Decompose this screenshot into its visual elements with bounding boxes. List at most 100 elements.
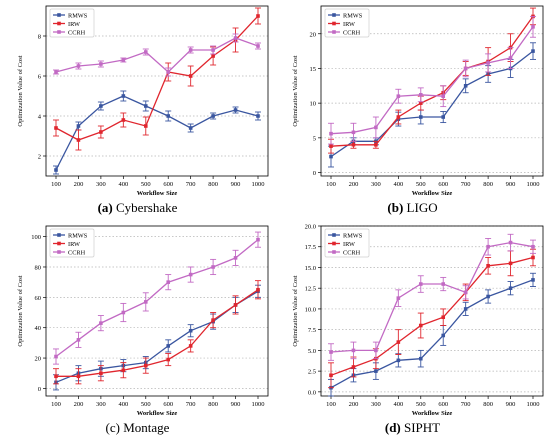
data-point-irw <box>211 318 215 322</box>
y-tick-label: 20 <box>35 356 42 363</box>
data-point-irw <box>233 303 238 307</box>
legend-marker-irw <box>57 241 61 246</box>
legend-label-irw: IRW <box>68 241 80 248</box>
data-point-ccrh <box>396 94 401 99</box>
x-tick-label: 900 <box>506 401 516 408</box>
data-point-ccrh <box>188 272 193 277</box>
x-tick-label: 600 <box>163 181 173 188</box>
legend-box <box>49 8 95 38</box>
plot-frame <box>320 5 544 177</box>
caption-montage: (c) Montage <box>0 420 275 436</box>
data-point-irw <box>54 374 58 379</box>
legend-label-rmws: RMWS <box>343 12 363 19</box>
data-point-irw <box>329 373 333 378</box>
data-point-rmws <box>441 333 446 338</box>
data-point-ccrh <box>143 50 148 54</box>
y-tick-label: 5.0 <box>308 348 316 355</box>
x-tick-label: 800 <box>483 181 493 188</box>
legend-label-rmws: RMWS <box>68 232 88 239</box>
x-tick-label: 400 <box>393 401 403 408</box>
legend-box <box>324 228 370 258</box>
data-point-irw <box>166 357 171 362</box>
data-point-ccrh <box>508 240 513 245</box>
data-point-ccrh <box>374 348 378 353</box>
data-point-ccrh <box>351 130 356 135</box>
data-point-irw <box>256 287 260 292</box>
x-tick-label: 900 <box>231 401 241 408</box>
data-point-ccrh <box>531 244 535 249</box>
data-point-rmws <box>233 108 238 112</box>
x-tick-label: 500 <box>141 401 151 408</box>
y-tick-label: 17.5 <box>305 244 316 251</box>
chart-cybershake: 2 4 6 8 100 200 300 400 500 600 700 800 900 1000 Workf… <box>17 5 269 197</box>
x-tick-label: 200 <box>349 401 359 408</box>
chart-ligo: 0 5 10 15 20 100 200 300 400 500 600 700 800 900 1000 W… <box>292 5 544 197</box>
data-point-rmws <box>256 114 260 118</box>
data-point-rmws <box>531 49 535 53</box>
data-point-ccrh <box>233 36 238 40</box>
x-tick-label: 500 <box>416 181 426 188</box>
data-point-ccrh <box>256 237 260 242</box>
data-point-ccrh <box>121 58 126 62</box>
y-axis-label: Optimization Value of Cost <box>17 55 24 126</box>
data-point-irw <box>351 365 356 369</box>
data-point-rmws <box>441 115 446 119</box>
data-point-ccrh <box>188 48 193 52</box>
y-tick-label: 0 <box>38 386 41 393</box>
legend-marker-irw <box>332 241 336 246</box>
chart-montage: 0 20 40 60 80 100 100 200 300 400 500 600 700 800 900 1… <box>17 225 269 417</box>
data-point-ccrh <box>463 66 468 71</box>
data-point-ccrh <box>211 48 215 52</box>
data-point-irw <box>441 315 446 320</box>
data-point-irw <box>211 54 215 58</box>
data-point-rmws <box>121 94 126 98</box>
legend-label-ccrh: CCRH <box>68 249 86 256</box>
data-point-irw <box>143 363 148 368</box>
x-tick-label: 300 <box>371 181 381 188</box>
legend-label-ccrh: CCRH <box>343 249 361 256</box>
y-tick-label: 4 <box>38 114 42 121</box>
data-point-ccrh <box>329 131 333 136</box>
x-axis-label: Workflow Size <box>137 190 178 197</box>
data-point-ccrh <box>486 244 490 249</box>
x-axis-label: Workflow Size <box>412 190 453 197</box>
y-tick-label: 20 <box>310 31 317 38</box>
caption-ligo: (b) LIGO <box>275 200 550 216</box>
data-point-irw <box>143 124 148 128</box>
x-tick-label: 800 <box>208 401 218 408</box>
x-tick-label: 1000 <box>527 401 540 408</box>
data-point-irw <box>99 130 103 134</box>
x-tick-label: 400 <box>118 181 128 188</box>
legend-box <box>324 8 370 38</box>
data-point-ccrh <box>329 350 333 354</box>
data-point-rmws <box>486 294 490 299</box>
figure-montage: 0 20 40 60 80 100 100 200 300 400 500 600 700 800 900 1… <box>0 220 275 439</box>
legend-marker-rmws <box>57 13 61 17</box>
data-point-rmws <box>418 356 423 361</box>
data-point-ccrh <box>441 94 446 99</box>
y-tick-label: 20.0 <box>305 224 316 231</box>
y-tick-label: 60 <box>35 295 42 302</box>
y-tick-label: 15.0 <box>305 265 316 272</box>
x-tick-label: 300 <box>96 401 106 408</box>
data-point-rmws <box>531 278 535 282</box>
legend-marker-rmws <box>332 13 336 17</box>
data-point-ccrh <box>418 93 423 97</box>
caption-name: LIGO <box>406 200 438 215</box>
data-point-ccrh <box>396 296 401 300</box>
y-tick-label: 5 <box>313 135 316 142</box>
legend-box <box>49 228 95 258</box>
y-axis-label: Optimization Value of Cost <box>292 55 299 126</box>
legend-marker-ccrh <box>332 30 336 34</box>
data-point-rmws <box>463 83 468 88</box>
x-tick-label: 600 <box>163 401 173 408</box>
y-tick-label: 100 <box>31 234 41 241</box>
x-tick-label: 900 <box>231 181 241 188</box>
plot-frame <box>45 225 269 397</box>
x-tick-label: 1000 <box>527 181 540 188</box>
plot-frame <box>45 5 269 177</box>
y-tick-label: 10 <box>310 101 317 108</box>
y-tick-label: 0.0 <box>308 389 316 396</box>
